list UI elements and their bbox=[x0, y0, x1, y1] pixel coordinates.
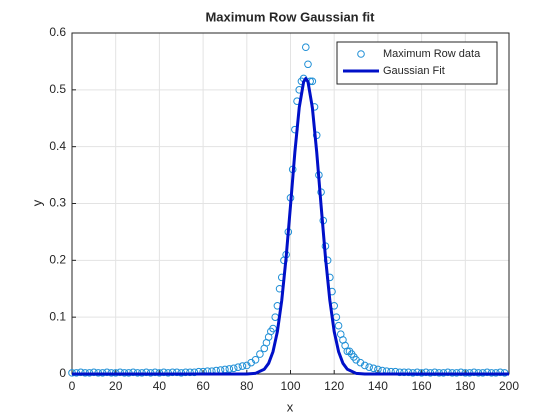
data-point bbox=[301, 43, 310, 52]
data-point bbox=[457, 368, 465, 377]
data-point bbox=[430, 368, 439, 377]
x-tick-label: 120 bbox=[324, 379, 344, 393]
data-point bbox=[151, 368, 159, 377]
data-point bbox=[116, 368, 124, 377]
data-point bbox=[256, 350, 264, 358]
data-point bbox=[173, 368, 181, 377]
data-point bbox=[238, 362, 247, 370]
data-point bbox=[229, 364, 238, 373]
data-point bbox=[334, 321, 343, 330]
y-tick-label: 0.5 bbox=[49, 82, 66, 96]
data-point bbox=[142, 368, 151, 377]
x-tick-label: 140 bbox=[368, 379, 388, 393]
data-point bbox=[129, 368, 137, 377]
data-point bbox=[304, 60, 312, 69]
y-tick-label: 0.4 bbox=[49, 139, 66, 153]
legend-marker bbox=[357, 50, 365, 58]
data-point bbox=[365, 363, 373, 371]
data-point bbox=[76, 368, 85, 377]
data-point bbox=[181, 368, 190, 377]
data-point bbox=[470, 368, 478, 377]
data-point bbox=[483, 368, 491, 377]
fit-line bbox=[72, 76, 509, 376]
x-tick-label: 0 bbox=[69, 379, 76, 393]
y-axis-label: y bbox=[29, 199, 44, 206]
y-tick-label: 0.6 bbox=[49, 25, 66, 39]
data-point bbox=[159, 368, 168, 377]
data-point bbox=[400, 368, 408, 377]
data-point bbox=[404, 368, 413, 377]
x-tick-label: 200 bbox=[499, 379, 519, 393]
y-tick-label: 0 bbox=[59, 366, 66, 380]
y-tick-label: 0.2 bbox=[49, 253, 66, 267]
data-point bbox=[168, 368, 177, 377]
x-tick-label: 20 bbox=[109, 379, 123, 393]
data-point bbox=[395, 368, 404, 377]
data-point bbox=[444, 368, 452, 377]
x-tick-label: 180 bbox=[455, 379, 475, 393]
x-tick-label: 100 bbox=[280, 379, 300, 393]
axes-box bbox=[71, 32, 510, 375]
legend-label: Maximum Row data bbox=[383, 48, 481, 60]
y-tick-label: 0.1 bbox=[49, 309, 66, 323]
data-point bbox=[251, 355, 260, 364]
data-point bbox=[369, 364, 378, 373]
x-axis-label: x bbox=[287, 399, 294, 414]
data-point bbox=[413, 368, 422, 377]
x-tick-label: 80 bbox=[240, 379, 254, 393]
chart-title: Maximum Row Gaussian fit bbox=[205, 9, 375, 24]
data-point bbox=[186, 368, 194, 377]
legend-box bbox=[336, 41, 498, 85]
data-point bbox=[90, 368, 98, 377]
legend-label: Gaussian Fit bbox=[383, 65, 445, 77]
data-point bbox=[103, 368, 111, 377]
data-point bbox=[422, 368, 430, 377]
data-point bbox=[190, 368, 199, 377]
y-tick-label: 0.3 bbox=[49, 196, 66, 210]
data-point bbox=[360, 361, 369, 370]
x-tick-label: 60 bbox=[196, 379, 210, 393]
x-tick-label: 40 bbox=[153, 379, 167, 393]
data-point bbox=[496, 368, 505, 377]
data-point bbox=[234, 363, 242, 371]
data-point bbox=[225, 365, 234, 373]
x-tick-label: 160 bbox=[412, 379, 432, 393]
